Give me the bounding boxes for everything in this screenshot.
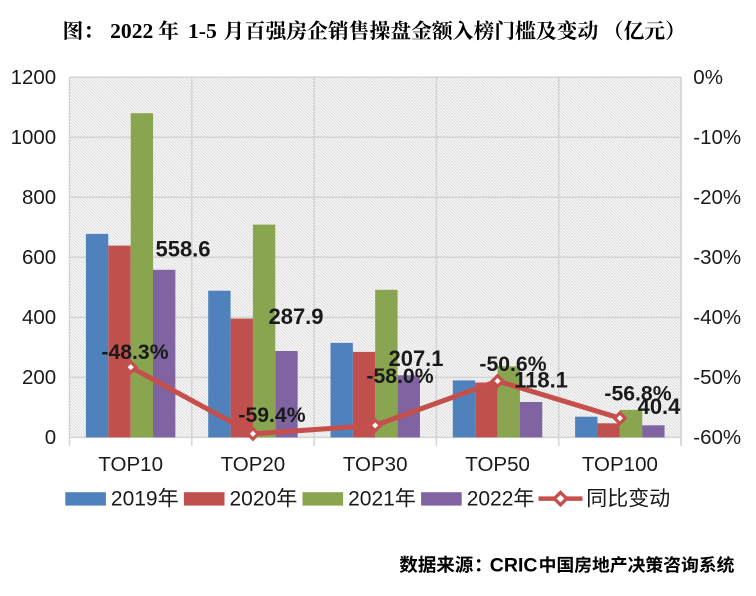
svg-text:-30%: -30% bbox=[693, 246, 741, 269]
svg-text:118.1: 118.1 bbox=[514, 368, 568, 393]
svg-text:1000: 1000 bbox=[11, 126, 57, 149]
svg-text:TOP20: TOP20 bbox=[221, 453, 286, 476]
svg-text:-50.6%: -50.6% bbox=[479, 353, 546, 376]
svg-text:2022: 2022 bbox=[110, 19, 153, 43]
svg-text:-40%: -40% bbox=[693, 306, 741, 329]
svg-text:558.6: 558.6 bbox=[155, 237, 210, 262]
svg-text:2020: 2020 bbox=[230, 488, 277, 511]
svg-text:TOP10: TOP10 bbox=[98, 453, 163, 476]
svg-text:-60%: -60% bbox=[693, 426, 741, 449]
svg-text:0%: 0% bbox=[693, 66, 723, 89]
svg-text:0: 0 bbox=[45, 426, 56, 449]
svg-text:TOP30: TOP30 bbox=[343, 453, 408, 476]
svg-text:1200: 1200 bbox=[11, 66, 57, 89]
svg-text:-56.8%: -56.8% bbox=[604, 382, 671, 405]
svg-text:-48.3%: -48.3% bbox=[101, 341, 168, 364]
svg-text:2019: 2019 bbox=[111, 488, 158, 511]
svg-text:207.1: 207.1 bbox=[388, 346, 443, 371]
svg-text:40.4: 40.4 bbox=[638, 394, 682, 419]
svg-text:-58.0%: -58.0% bbox=[366, 365, 433, 388]
svg-text:1-5: 1-5 bbox=[188, 19, 217, 43]
svg-text:-50%: -50% bbox=[693, 366, 741, 389]
svg-text:2022: 2022 bbox=[467, 488, 514, 511]
svg-text:TOP50: TOP50 bbox=[465, 453, 530, 476]
svg-text:800: 800 bbox=[22, 186, 56, 209]
svg-text:-20%: -20% bbox=[693, 186, 741, 209]
svg-text:-10%: -10% bbox=[693, 126, 741, 149]
svg-text:287.9: 287.9 bbox=[268, 304, 323, 329]
svg-text:2021: 2021 bbox=[348, 488, 395, 511]
svg-text:CRIC: CRIC bbox=[490, 554, 538, 576]
svg-text:600: 600 bbox=[22, 246, 56, 269]
svg-text:TOP100: TOP100 bbox=[582, 453, 658, 476]
svg-text:200: 200 bbox=[22, 366, 56, 389]
svg-text:400: 400 bbox=[22, 306, 56, 329]
svg-text:-59.4%: -59.4% bbox=[238, 404, 305, 427]
